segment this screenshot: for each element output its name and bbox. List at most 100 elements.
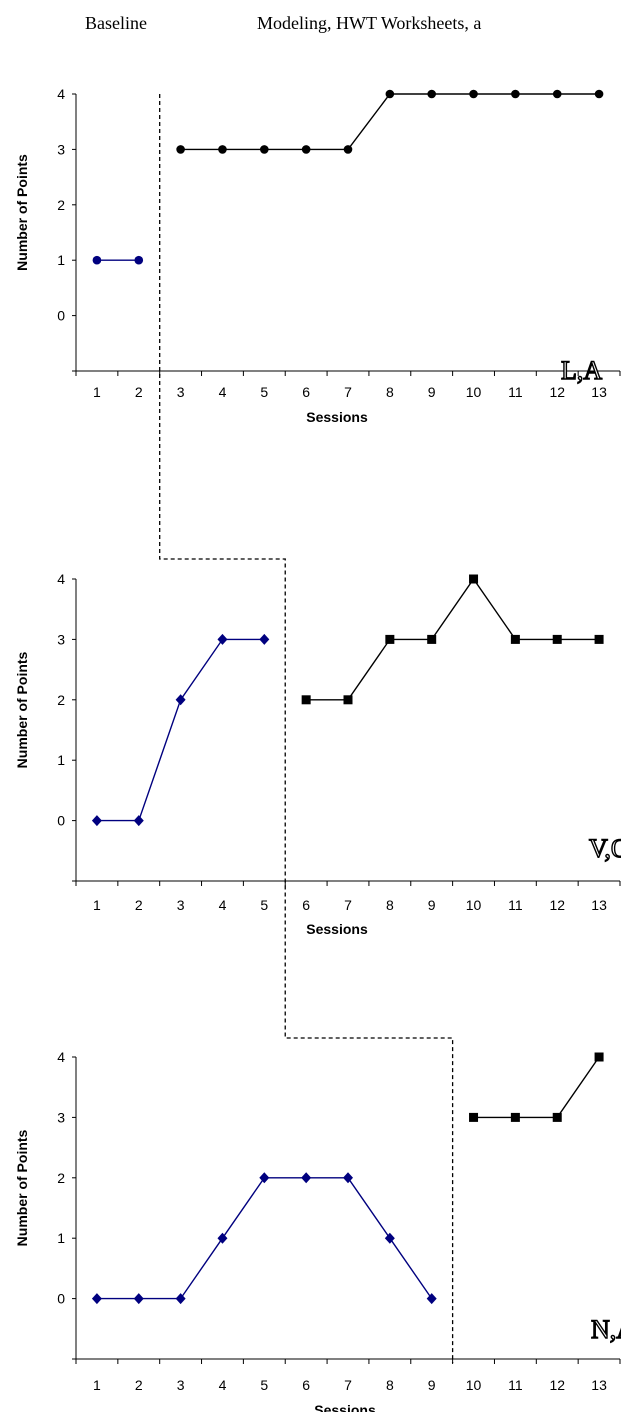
x-tick-label: 3 bbox=[177, 897, 185, 913]
y-tick-label: 0 bbox=[57, 1291, 65, 1307]
y-tick-label: 4 bbox=[57, 86, 65, 102]
y-tick-label: 2 bbox=[57, 692, 65, 708]
data-point bbox=[260, 145, 269, 154]
x-tick-label: 9 bbox=[428, 1377, 436, 1393]
y-tick-label: 1 bbox=[57, 1230, 65, 1246]
data-point bbox=[343, 1172, 353, 1184]
data-point bbox=[218, 145, 227, 154]
series-line-treatment bbox=[473, 1056, 600, 1119]
data-point bbox=[510, 1112, 520, 1122]
x-tick-label: 10 bbox=[466, 384, 482, 400]
x-tick-label: 12 bbox=[549, 1377, 565, 1393]
x-tick-label: 2 bbox=[135, 384, 143, 400]
series-line-baseline bbox=[96, 1177, 433, 1300]
x-tick-label: 10 bbox=[466, 1377, 482, 1393]
x-tick-label: 13 bbox=[591, 384, 607, 400]
y-tick-label: 2 bbox=[57, 1170, 65, 1186]
data-point bbox=[217, 633, 228, 645]
x-tick-label: 6 bbox=[302, 384, 310, 400]
x-tick-label: 3 bbox=[177, 384, 185, 400]
data-point bbox=[301, 145, 311, 154]
data-point bbox=[594, 89, 604, 99]
data-point bbox=[92, 255, 102, 265]
x-axis-title: Sessions bbox=[306, 409, 368, 425]
data-point bbox=[552, 89, 562, 99]
data-point bbox=[134, 255, 144, 265]
data-point bbox=[259, 633, 270, 645]
x-tick-label: 8 bbox=[386, 897, 394, 913]
data-point bbox=[552, 634, 562, 644]
x-tick-label: 6 bbox=[302, 1377, 310, 1393]
y-tick-label: 3 bbox=[57, 631, 65, 647]
data-point bbox=[301, 695, 311, 705]
data-point bbox=[133, 1293, 144, 1305]
x-tick-label: 11 bbox=[508, 897, 523, 913]
x-tick-label: 6 bbox=[302, 897, 310, 913]
x-tick-label: 1 bbox=[93, 384, 101, 400]
x-tick-label: 3 bbox=[177, 1377, 185, 1393]
data-point bbox=[175, 694, 186, 706]
x-tick-label: 8 bbox=[386, 384, 394, 400]
x-tick-label: 8 bbox=[386, 1377, 394, 1393]
x-tick-label: 5 bbox=[260, 897, 268, 913]
x-tick-label: 9 bbox=[428, 384, 436, 400]
x-tick-label: 7 bbox=[344, 897, 352, 913]
x-tick-label: 11 bbox=[508, 1377, 523, 1393]
data-point bbox=[217, 1232, 228, 1244]
y-tick-label: 3 bbox=[57, 141, 65, 157]
participant-label: L,A bbox=[561, 356, 602, 385]
x-tick-label: 5 bbox=[260, 1377, 268, 1393]
y-tick-label: 1 bbox=[57, 752, 65, 768]
data-point bbox=[175, 1293, 186, 1305]
data-point bbox=[259, 1172, 270, 1184]
data-point bbox=[469, 574, 479, 584]
y-tick-label: 4 bbox=[57, 1049, 65, 1065]
x-tick-label: 1 bbox=[93, 1377, 101, 1393]
x-tick-label: 4 bbox=[219, 1377, 227, 1393]
data-point bbox=[384, 1232, 395, 1244]
x-tick-label: 5 bbox=[260, 384, 268, 400]
data-point bbox=[426, 1293, 437, 1305]
phase-change-line bbox=[159, 94, 454, 1363]
x-tick-label: 9 bbox=[428, 897, 436, 913]
data-point bbox=[427, 89, 436, 99]
y-axis-title: Number of Points bbox=[14, 154, 30, 271]
x-tick-label: 4 bbox=[219, 384, 227, 400]
data-point bbox=[552, 1112, 562, 1122]
series-line-treatment bbox=[306, 577, 600, 701]
data-point bbox=[469, 89, 478, 99]
x-tick-label: 2 bbox=[135, 897, 143, 913]
baseline-phase-label: Baseline bbox=[85, 13, 147, 33]
y-tick-label: 0 bbox=[57, 813, 65, 829]
data-point bbox=[301, 1172, 312, 1184]
data-point bbox=[385, 89, 395, 99]
data-point bbox=[469, 1112, 479, 1122]
data-point bbox=[594, 634, 604, 644]
y-tick-label: 2 bbox=[57, 197, 65, 213]
data-point bbox=[176, 145, 185, 154]
data-point bbox=[511, 89, 520, 99]
x-tick-label: 11 bbox=[508, 384, 523, 400]
x-axis-title: Sessions bbox=[306, 921, 368, 937]
data-point bbox=[343, 145, 353, 154]
data-point bbox=[91, 1293, 102, 1305]
participant-label: V,O bbox=[589, 834, 621, 863]
y-axis-title: Number of Points bbox=[14, 1129, 30, 1246]
data-point bbox=[133, 815, 144, 827]
x-tick-label: 1 bbox=[93, 897, 101, 913]
x-tick-label: 4 bbox=[219, 897, 227, 913]
data-point bbox=[385, 634, 395, 644]
x-tick-label: 13 bbox=[591, 897, 607, 913]
y-tick-label: 4 bbox=[57, 571, 65, 587]
data-point bbox=[91, 815, 102, 827]
x-tick-label: 12 bbox=[549, 897, 565, 913]
data-point bbox=[594, 1052, 604, 1062]
x-tick-label: 7 bbox=[344, 384, 352, 400]
data-point bbox=[343, 695, 353, 705]
x-tick-label: 7 bbox=[344, 1377, 352, 1393]
